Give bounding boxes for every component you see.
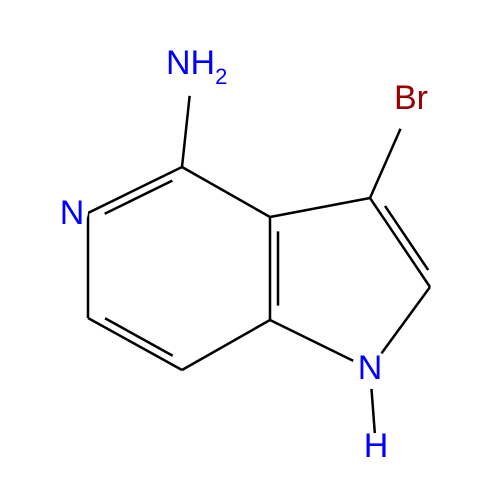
atom-label: N: [60, 194, 85, 232]
bond: [381, 287, 430, 354]
bond: [370, 129, 401, 198]
atom-label: H: [364, 427, 389, 465]
bond: [182, 320, 270, 370]
bond: [88, 318, 182, 370]
bond: [105, 318, 173, 355]
atom-label: Br: [394, 79, 428, 117]
bond: [385, 206, 428, 270]
bond: [270, 198, 370, 217]
bond: [370, 198, 430, 287]
bond: [270, 320, 356, 362]
atom-label: NH2: [166, 44, 227, 89]
molecule-diagram: N NH2 Br N H: [0, 0, 500, 500]
bond: [88, 167, 182, 213]
bond: [105, 181, 173, 214]
bond: [182, 96, 190, 167]
bond: [182, 167, 270, 217]
atom-label: N: [358, 349, 383, 387]
